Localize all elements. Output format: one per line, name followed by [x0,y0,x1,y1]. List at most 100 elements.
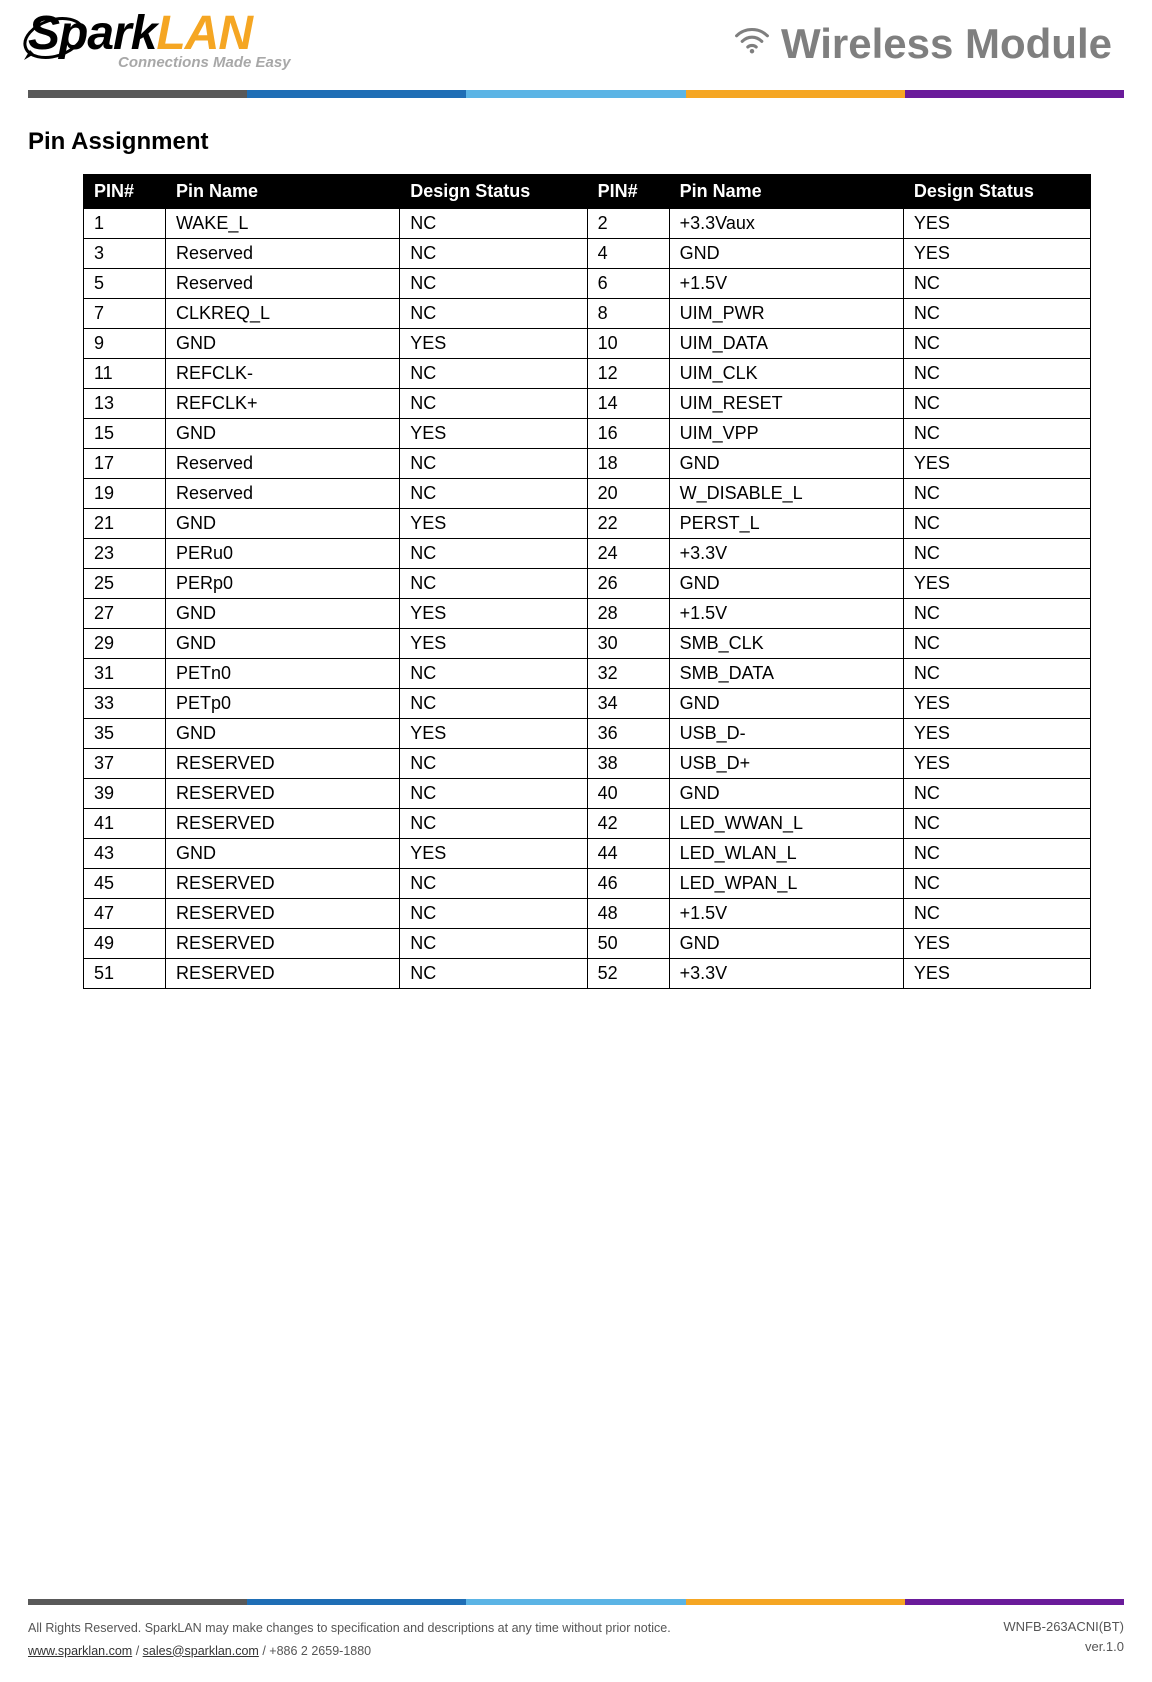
table-cell: NC [400,959,587,989]
table-row: 45RESERVEDNC46LED_WPAN_LNC [84,869,1091,899]
table-cell: GND [669,239,903,269]
logo-part-orange: LAN [156,7,252,60]
table-row: 43GNDYES44LED_WLAN_LNC [84,839,1091,869]
table-cell: SMB_DATA [669,659,903,689]
table-cell: 8 [587,299,669,329]
table-cell: NC [400,209,587,239]
table-cell: YES [903,569,1090,599]
table-cell: YES [400,419,587,449]
table-row: 5ReservedNC6+1.5VNC [84,269,1091,299]
header: SparkLAN Connections Made Easy Wireless … [0,0,1152,90]
table-cell: 5 [84,269,166,299]
table-cell: NC [903,599,1090,629]
footer-link-email[interactable]: sales@sparklan.com [143,1644,259,1658]
table-cell: USB_D+ [669,749,903,779]
table-cell: NC [903,389,1090,419]
table-cell: YES [400,599,587,629]
table-cell: YES [903,929,1090,959]
table-cell: +3.3V [669,539,903,569]
header-color-bar [28,90,1124,98]
table-cell: NC [400,809,587,839]
table-cell: 26 [587,569,669,599]
table-cell: 7 [84,299,166,329]
table-cell: PERp0 [165,569,399,599]
table-cell: 13 [84,389,166,419]
table-row: 39RESERVEDNC40GNDNC [84,779,1091,809]
table-cell: NC [903,269,1090,299]
table-row: 1WAKE_LNC2+3.3VauxYES [84,209,1091,239]
table-cell: YES [400,329,587,359]
table-row: 17ReservedNC18GNDYES [84,449,1091,479]
table-row: 33PETp0NC34GNDYES [84,689,1091,719]
table-cell: 37 [84,749,166,779]
footer-left: All Rights Reserved. SparkLAN may make c… [28,1617,671,1662]
table-row: 37RESERVEDNC38USB_D+YES [84,749,1091,779]
table-cell: UIM_VPP [669,419,903,449]
table-cell: 43 [84,839,166,869]
table-cell: LED_WWAN_L [669,809,903,839]
table-cell: GND [165,719,399,749]
table-cell: NC [903,299,1090,329]
table-cell: LED_WLAN_L [669,839,903,869]
table-cell: NC [400,899,587,929]
table-cell: PETp0 [165,689,399,719]
table-cell: 32 [587,659,669,689]
table-cell: 11 [84,359,166,389]
header-title: Wireless Module [735,20,1112,68]
table-cell: NC [903,659,1090,689]
footer-version: ver.1.0 [1003,1637,1124,1657]
logo: SparkLAN Connections Made Easy [28,10,291,71]
table-cell: NC [903,359,1090,389]
table-cell: NC [903,839,1090,869]
table-cell: GND [669,689,903,719]
table-cell: 38 [587,749,669,779]
table-cell: 34 [587,689,669,719]
table-row: 21GNDYES22PERST_LNC [84,509,1091,539]
section-title: Pin Assignment [28,128,1124,156]
table-cell: 44 [587,839,669,869]
table-cell: 40 [587,779,669,809]
table-cell: YES [400,629,587,659]
th-pin1: PIN# [84,175,166,209]
footer-link-website[interactable]: www.sparklan.com [28,1644,132,1658]
table-cell: Reserved [165,239,399,269]
table-cell: NC [903,779,1090,809]
table-cell: 42 [587,809,669,839]
table-cell: YES [903,719,1090,749]
th-name1: Pin Name [165,175,399,209]
table-cell: 49 [84,929,166,959]
table-cell: 39 [84,779,166,809]
table-cell: RESERVED [165,929,399,959]
table-cell: 10 [587,329,669,359]
table-cell: NC [400,359,587,389]
table-cell: RESERVED [165,809,399,839]
footer-right: WNFB-263ACNI(BT) ver.1.0 [1003,1617,1124,1656]
table-cell: RESERVED [165,959,399,989]
logo-swoosh-icon [22,12,92,62]
table-cell: NC [400,389,587,419]
table-cell: 46 [587,869,669,899]
table-cell: GND [165,509,399,539]
table-cell: PERu0 [165,539,399,569]
table-cell: NC [903,419,1090,449]
table-cell: NC [400,689,587,719]
footer-model: WNFB-263ACNI(BT) [1003,1617,1124,1637]
table-row: 51RESERVEDNC52+3.3VYES [84,959,1091,989]
table-cell: NC [903,509,1090,539]
footer: All Rights Reserved. SparkLAN may make c… [0,1599,1152,1662]
table-cell: 18 [587,449,669,479]
table-cell: NC [400,869,587,899]
table-cell: NC [400,269,587,299]
table-cell: 9 [84,329,166,359]
table-row: 41RESERVEDNC42LED_WWAN_LNC [84,809,1091,839]
table-cell: NC [903,329,1090,359]
table-cell: GND [165,599,399,629]
table-cell: GND [165,839,399,869]
table-cell: 22 [587,509,669,539]
table-cell: 35 [84,719,166,749]
table-cell: RESERVED [165,899,399,929]
table-row: 7CLKREQ_LNC8UIM_PWRNC [84,299,1091,329]
table-cell: 31 [84,659,166,689]
table-cell: Reserved [165,449,399,479]
footer-rights: All Rights Reserved. SparkLAN may make c… [28,1617,671,1640]
